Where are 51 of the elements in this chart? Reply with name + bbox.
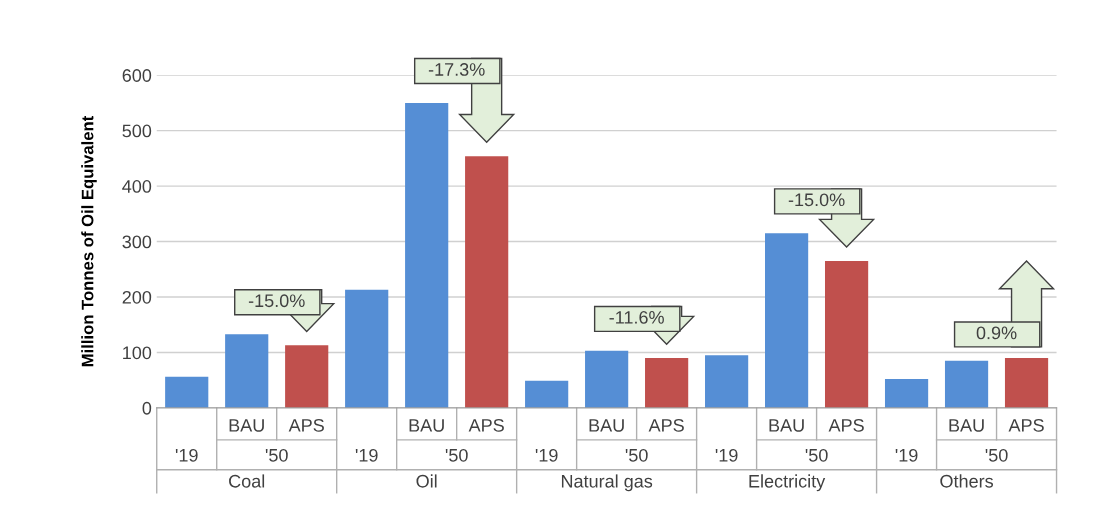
bar xyxy=(285,345,329,408)
x-tick-label: BAU xyxy=(769,419,804,432)
x-tick-label: BAU xyxy=(949,419,984,432)
x-tick-label: APS xyxy=(468,418,504,432)
bar xyxy=(884,379,929,408)
x-tick-label: BAU xyxy=(409,419,444,432)
text: Coal xyxy=(229,474,265,488)
x-tick-label: '19 xyxy=(355,448,378,462)
y-tick-label: 600 xyxy=(122,69,152,82)
y-axis-title: Million Tonnes of Oil Equivalent xyxy=(81,115,97,367)
bar xyxy=(824,260,869,408)
text: '50 xyxy=(625,448,648,462)
x-tick-label: APS xyxy=(288,418,324,432)
text: '50 xyxy=(265,448,288,462)
bar xyxy=(944,360,989,408)
bar xyxy=(225,334,269,408)
x-tick-label: APS xyxy=(828,418,864,432)
bar xyxy=(645,358,689,408)
bar xyxy=(1004,358,1049,408)
bar xyxy=(525,380,569,408)
text: '50 xyxy=(985,448,1008,462)
x-tick-label: '19 xyxy=(535,448,558,462)
x-tick-label: '19 xyxy=(175,448,198,462)
annotation: -17.3% xyxy=(428,63,485,76)
text: '50 xyxy=(805,448,828,462)
text: Others xyxy=(940,474,993,488)
x-tick-label: BAU xyxy=(229,419,264,432)
x-tick-label: BAU xyxy=(589,419,624,432)
x-tick-label: '19 xyxy=(715,448,738,462)
bar xyxy=(165,376,209,408)
annotation: -15.0% xyxy=(788,193,845,207)
y-tick-label: 0 xyxy=(142,401,152,415)
y-tick-label: 300 xyxy=(122,235,152,249)
y-tick-label: 100 xyxy=(123,346,152,360)
bar xyxy=(765,233,809,408)
x-tick-label: APS xyxy=(1008,418,1044,432)
annotation: 0.9% xyxy=(976,326,1017,340)
y-tick-label: 200 xyxy=(122,290,152,304)
text: '50 xyxy=(445,448,468,462)
x-tick-label: '19 xyxy=(895,448,918,462)
y-tick-label: 500 xyxy=(122,124,152,138)
x-tick-label: APS xyxy=(648,418,684,432)
bar xyxy=(345,289,389,408)
text: Oil xyxy=(416,474,437,488)
bar xyxy=(465,156,509,408)
bar xyxy=(705,355,749,408)
y-tick-label: 400 xyxy=(122,180,152,193)
text: Natural gas xyxy=(561,474,653,492)
bar xyxy=(405,102,449,408)
bar xyxy=(585,350,629,408)
text: Electricity xyxy=(749,474,826,492)
